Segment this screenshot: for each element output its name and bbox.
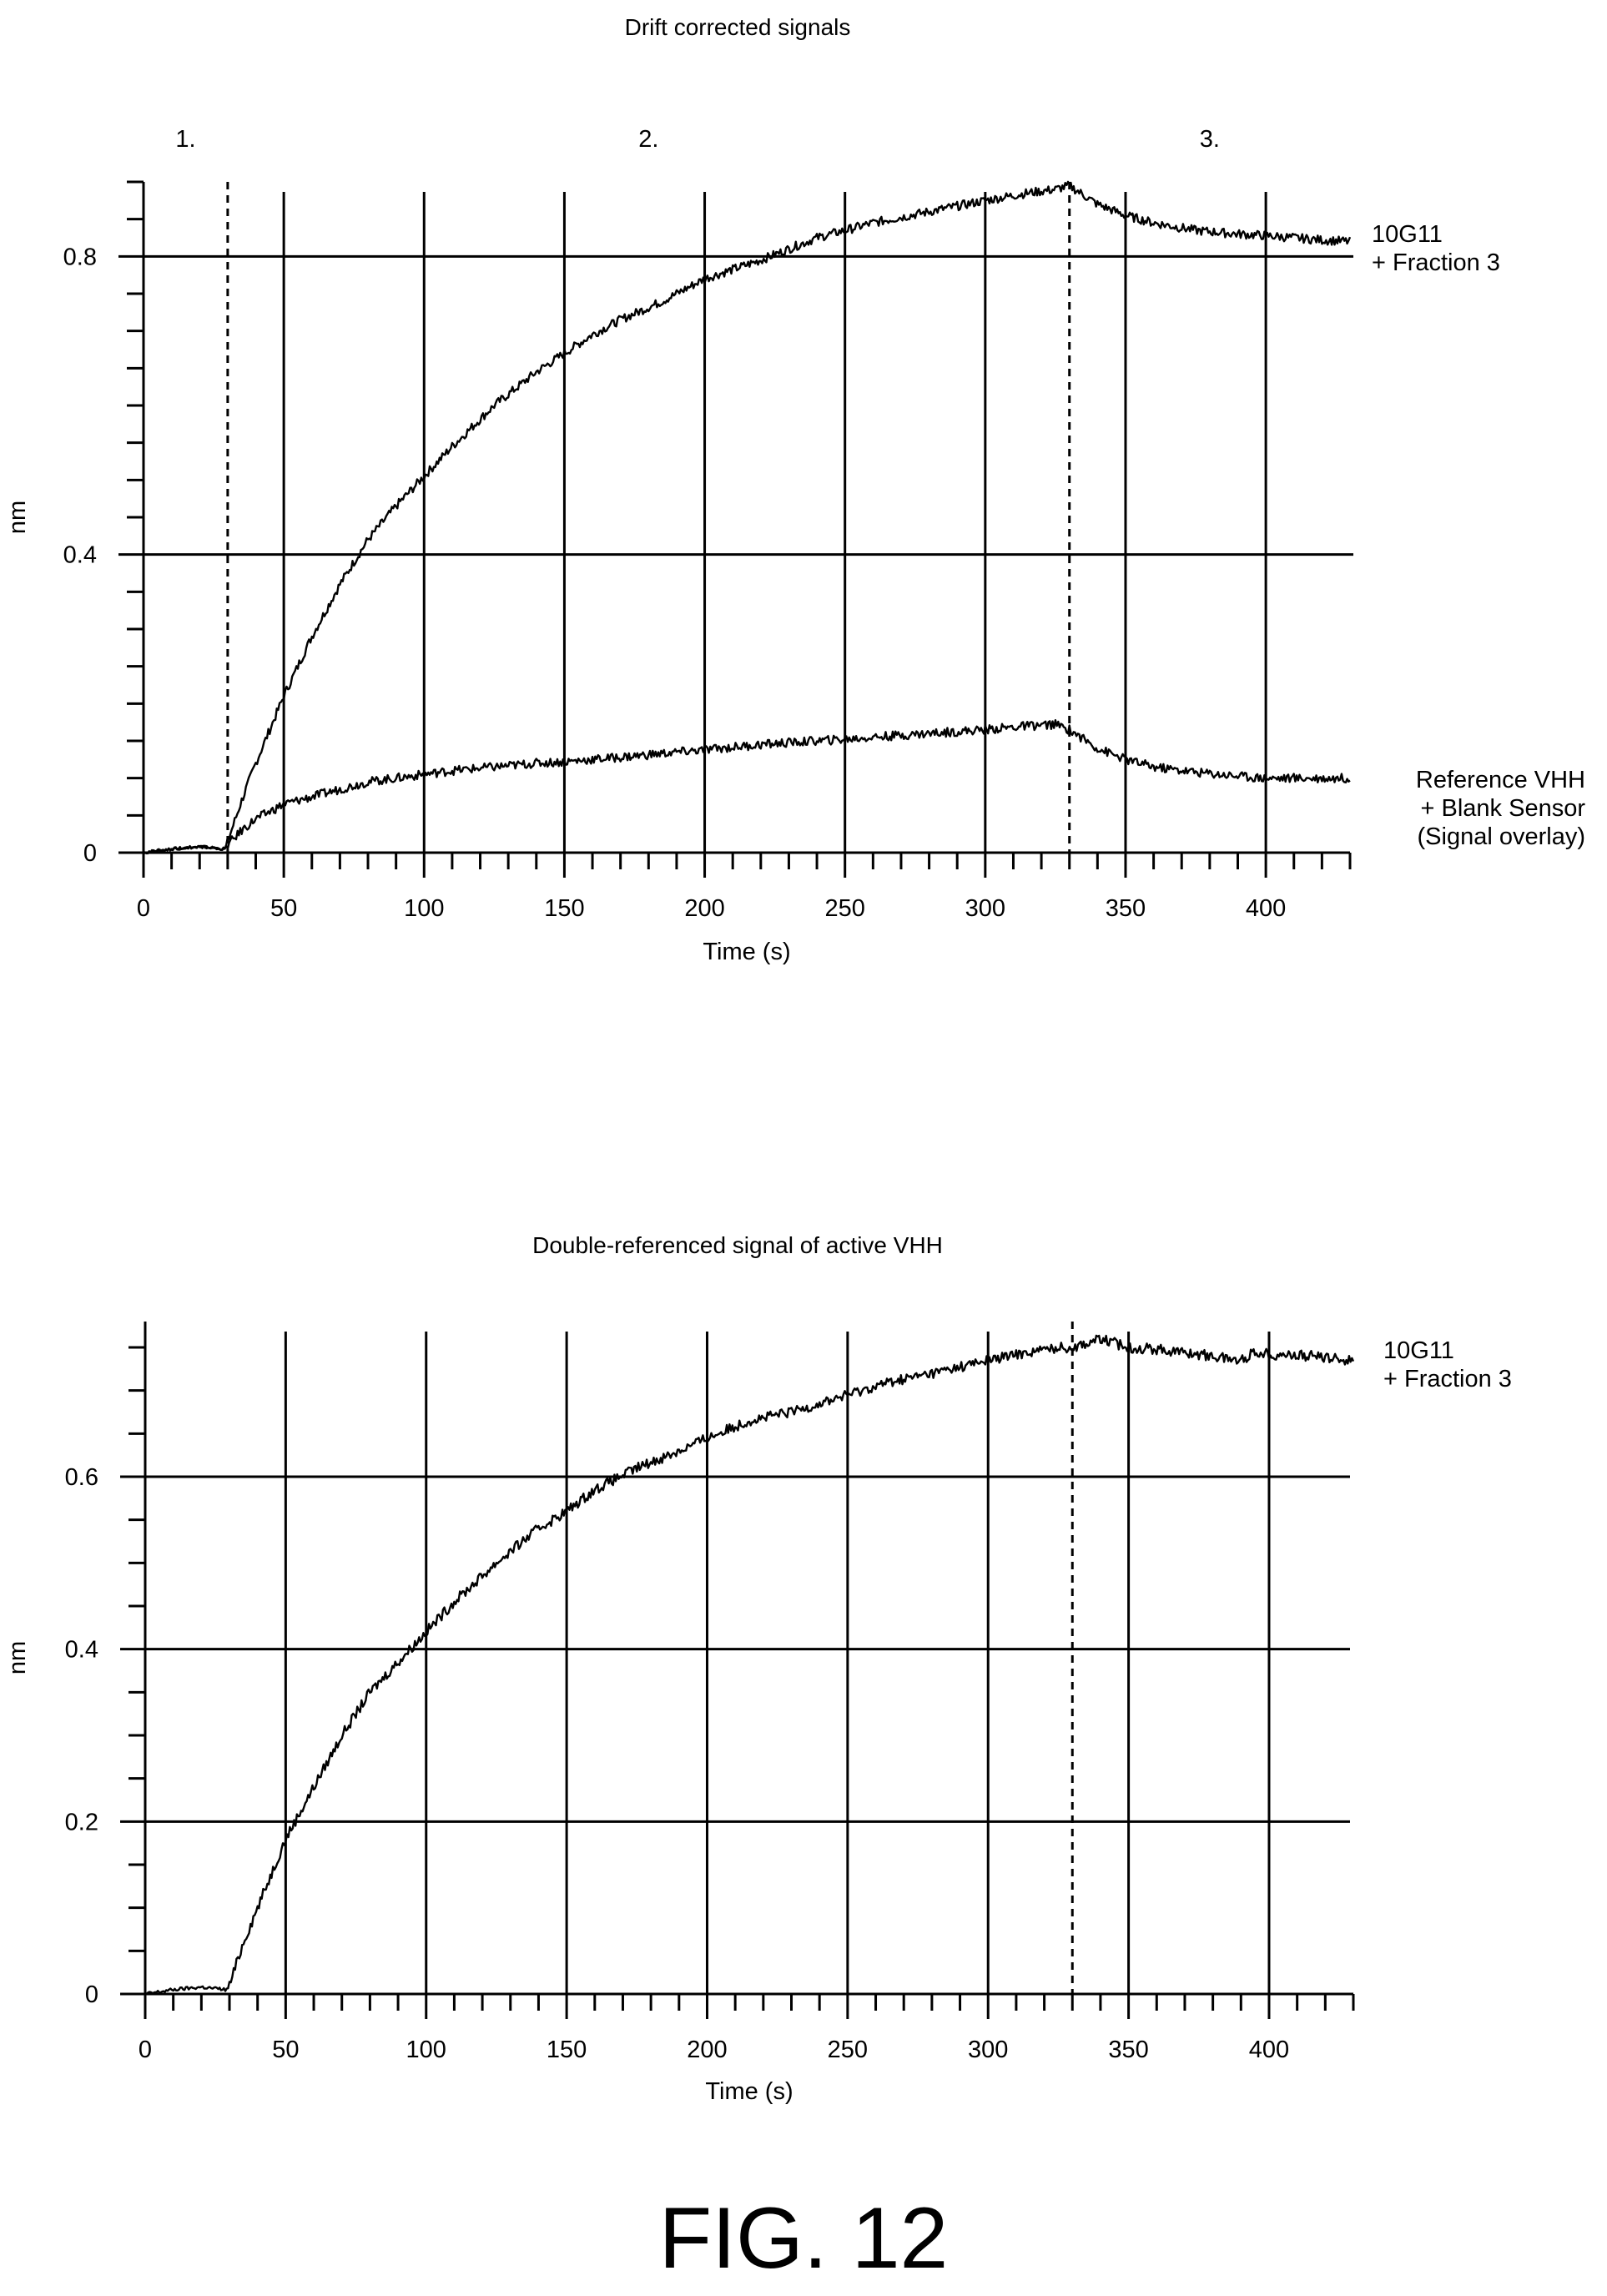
x-tick-label: 200 — [687, 2037, 727, 2063]
x-tick-label: 400 — [1246, 895, 1286, 922]
y-axis-label: nm — [4, 501, 31, 534]
series-label: Reference VHH + Blank Sensor (Signal overl… — [1416, 767, 1585, 850]
x-tick-label: 300 — [965, 895, 1005, 922]
series-label-line: 10G11 — [1383, 1337, 1454, 1364]
series-label-line: + Fraction 3 — [1383, 1366, 1512, 1392]
x-tick-label: 150 — [547, 2037, 587, 2063]
x-tick-label: 50 — [270, 895, 297, 922]
y-tick-label: 0 — [83, 840, 97, 867]
y-tick-label: 0.6 — [65, 1464, 98, 1491]
x-tick-label: 150 — [544, 895, 584, 922]
series-label-line: + Blank Sensor — [1421, 795, 1586, 822]
y-tick-label: 0.8 — [63, 244, 97, 270]
x-tick-label: 0 — [139, 2037, 152, 2063]
x-tick-label: 350 — [1108, 2037, 1148, 2063]
chart-title: Drift corrected signals — [625, 14, 851, 40]
chart-title: Double-referenced signal of active VHH — [532, 1232, 943, 1258]
series-label: 10G11 + Fraction 3 — [1383, 1337, 1512, 1392]
y-tick-label: 0 — [85, 1981, 98, 2008]
x-tick-label: 250 — [828, 2037, 868, 2063]
phase-label: 3. — [1200, 126, 1220, 153]
x-tick-label: 50 — [272, 2037, 299, 2063]
series-label-line: (Signal overlay) — [1418, 823, 1585, 850]
y-tick-label: 0.4 — [65, 1637, 98, 1664]
drift-corrected-chart: Drift corrected signals 0 50 100 150 200 250 30… — [4, 14, 1585, 965]
phase-label: 2. — [638, 126, 658, 153]
series-label-line: 10G11 — [1372, 221, 1443, 248]
double-referenced-chart: Double-referenced signal of active VHH 0 5… — [4, 1232, 1512, 2105]
x-tick-label: 0 — [137, 895, 150, 922]
x-tick-label: 400 — [1249, 2037, 1289, 2063]
series-line — [143, 180, 1352, 855]
x-axis-label: Time (s) — [705, 2078, 793, 2105]
series-label: 10G11 + Fraction 3 — [1372, 221, 1500, 276]
series-line — [143, 719, 1351, 855]
series-line — [144, 1334, 1355, 1995]
y-axis-label: nm — [4, 1641, 31, 1674]
x-tick-label: 200 — [684, 895, 724, 922]
x-tick-label: 100 — [404, 895, 444, 922]
phase-label: 1. — [175, 126, 195, 153]
y-tick-label: 0.2 — [65, 1809, 98, 1835]
y-tick-label: 0.4 — [63, 542, 97, 569]
series-label-line: Reference VHH — [1416, 767, 1585, 793]
x-tick-label: 100 — [406, 2037, 446, 2063]
x-tick-label: 350 — [1106, 895, 1146, 922]
x-tick-label: 300 — [968, 2037, 1008, 2063]
series-label-line: + Fraction 3 — [1372, 249, 1500, 276]
figure-label: FIG. 12 — [659, 2190, 949, 2287]
x-axis-label: Time (s) — [703, 939, 790, 965]
x-tick-label: 250 — [825, 895, 865, 922]
